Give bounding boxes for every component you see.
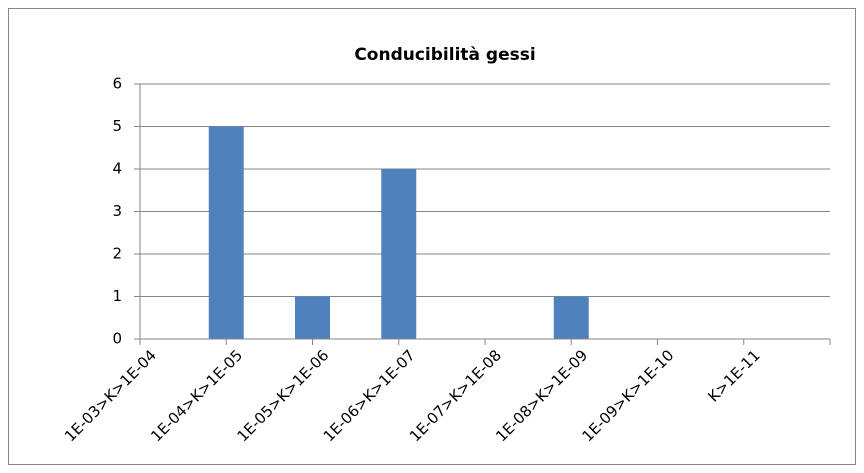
chart-border <box>8 8 856 465</box>
y-tick-label: 0 <box>112 330 122 348</box>
y-tick-label: 5 <box>112 117 122 135</box>
y-tick-label: 2 <box>112 245 122 263</box>
y-tick-label: 3 <box>112 202 122 220</box>
bar <box>553 296 589 339</box>
chart-title: Conducibilità gessi <box>354 45 535 65</box>
y-tick-label: 1 <box>112 287 122 305</box>
bar <box>208 126 244 339</box>
y-tick-label: 4 <box>112 160 122 178</box>
y-tick-label: 6 <box>112 75 122 93</box>
bar <box>381 169 417 339</box>
bar <box>295 296 330 339</box>
